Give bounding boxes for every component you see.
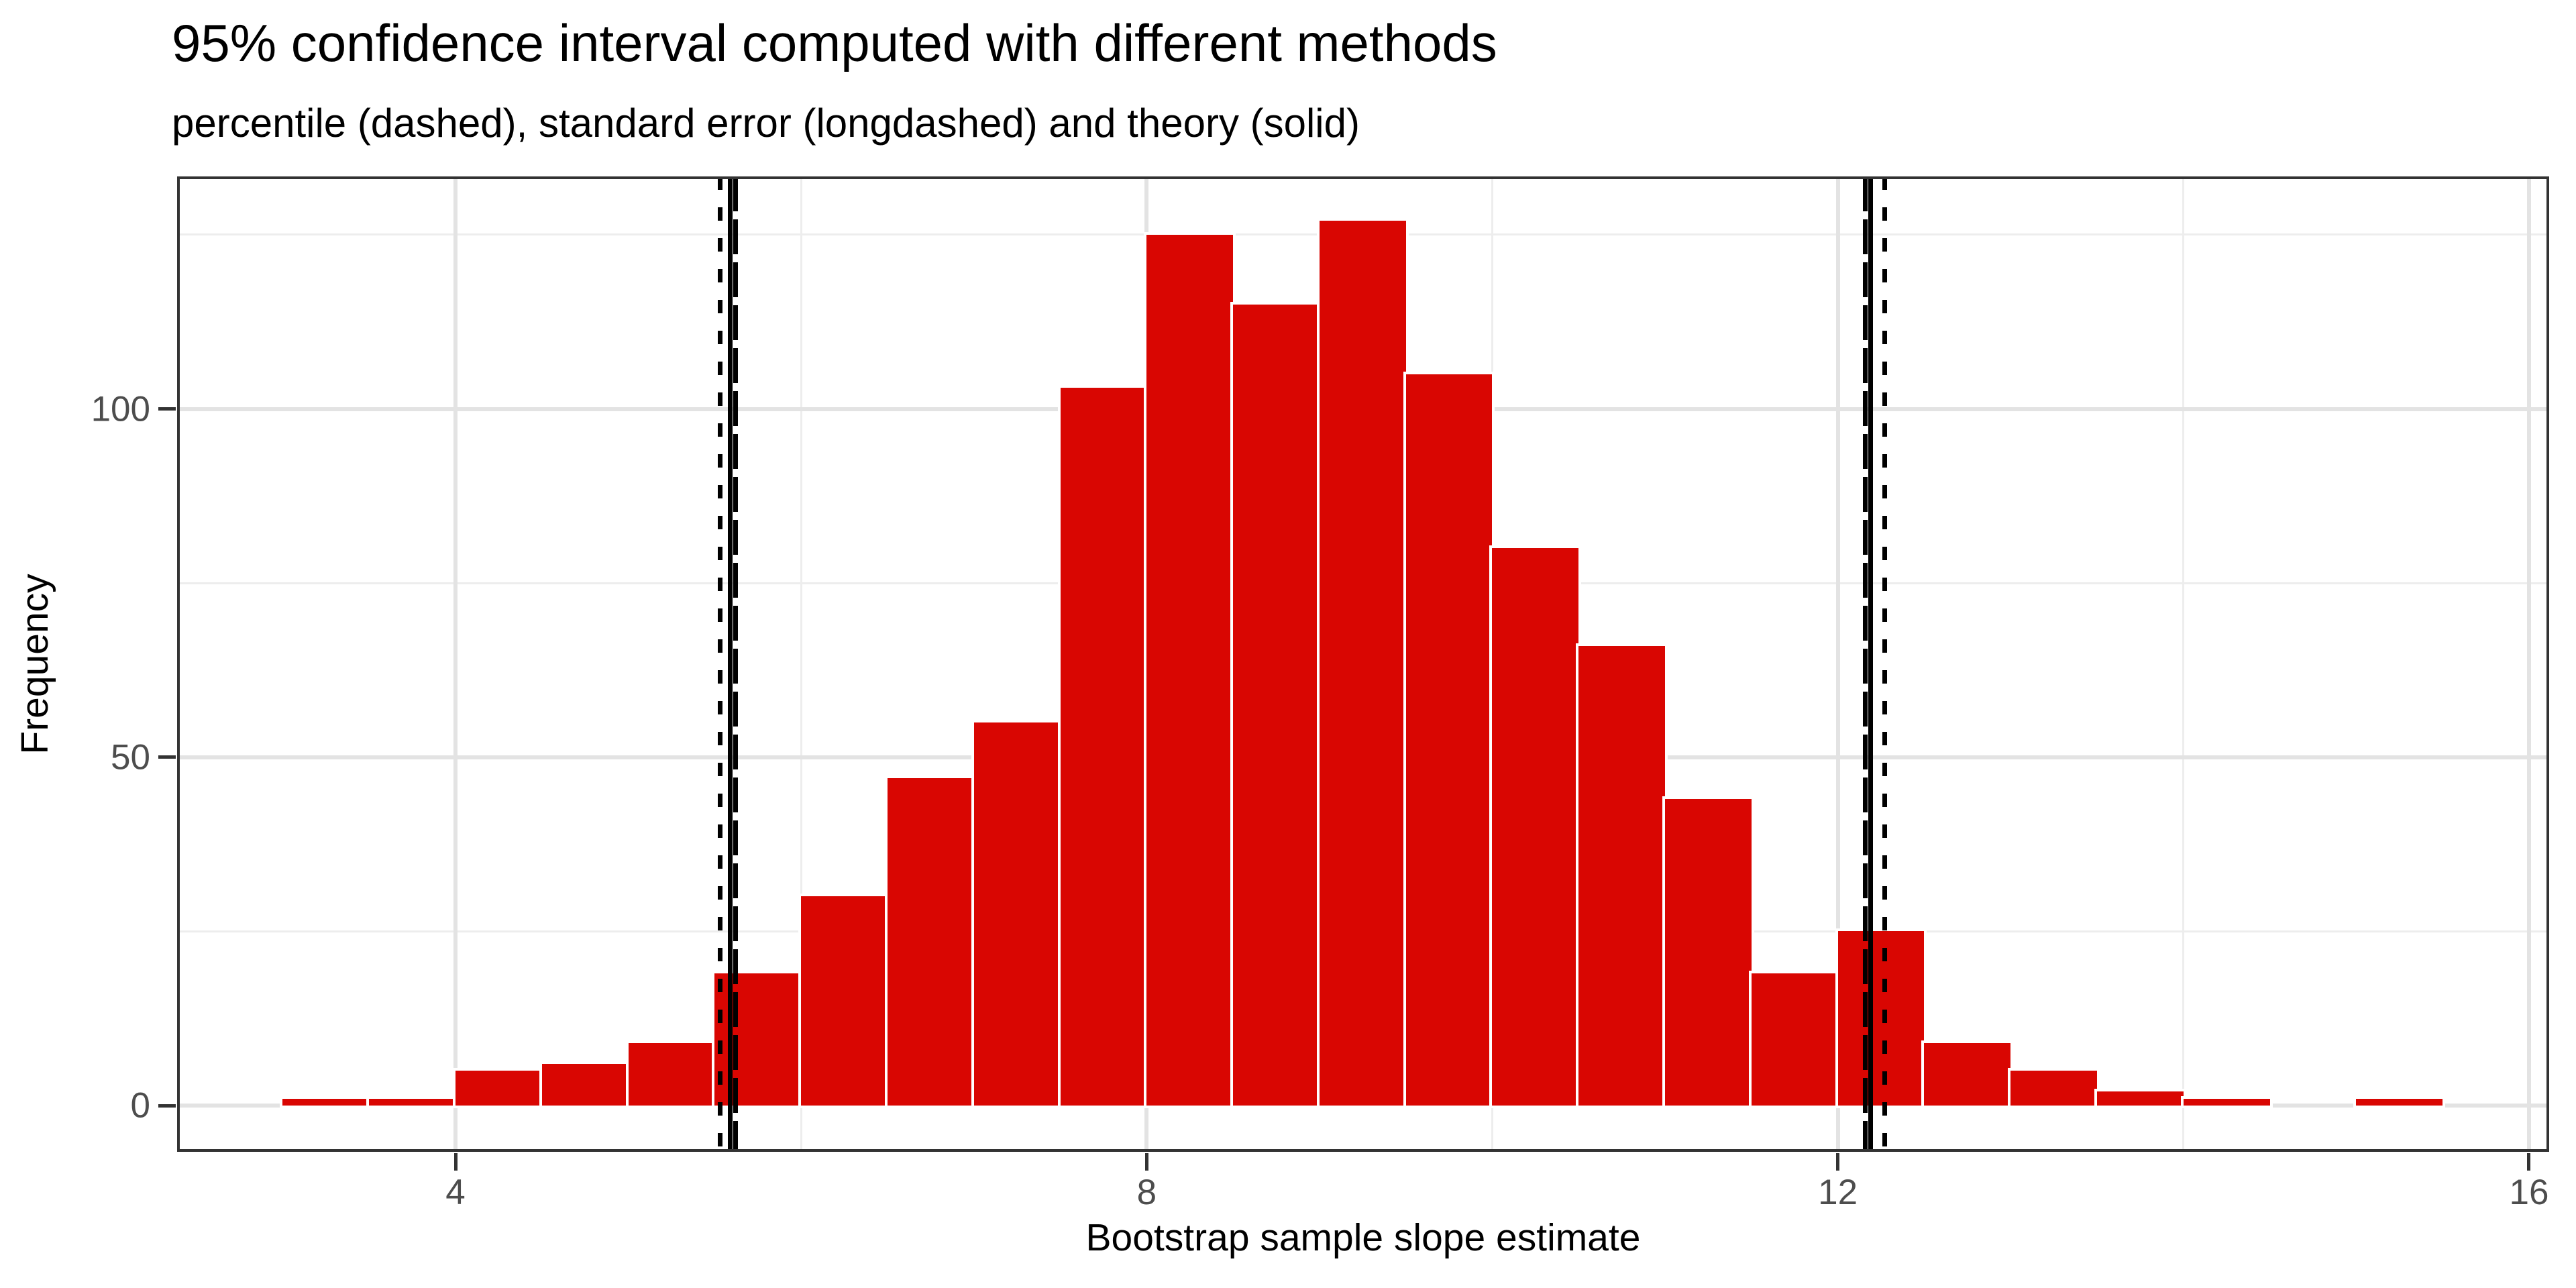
ci-line-theory-lower — [728, 176, 733, 1152]
x-axis-tick-label: 12 — [1818, 1173, 1858, 1212]
ci-line-percentile-lower — [717, 176, 722, 1152]
x-axis-tick — [1836, 1153, 1840, 1171]
x-axis-tick — [1144, 1153, 1148, 1171]
x-axis-tick-label: 16 — [2509, 1173, 2549, 1212]
x-axis-tick-label: 8 — [1136, 1173, 1157, 1212]
histogram-bar — [1835, 928, 1927, 1108]
y-axis-tick — [158, 407, 176, 411]
y-axis-tick — [158, 755, 176, 759]
x-minor-gridline — [2182, 176, 2185, 1152]
histogram-bar — [1576, 643, 1668, 1108]
histogram-bar — [2180, 1095, 2273, 1108]
histogram-bar — [625, 1040, 718, 1108]
y-axis-tick-label: 50 — [111, 737, 150, 777]
histogram-bar — [453, 1068, 545, 1108]
histogram-bar — [712, 970, 804, 1108]
x-minor-gridline — [800, 176, 802, 1152]
x-axis-tick — [2527, 1153, 2531, 1171]
x-major-gridline — [453, 176, 458, 1152]
histogram-bar — [884, 775, 977, 1108]
ci-line-theory-upper — [1868, 176, 1874, 1152]
ci-line-standard_error-upper — [1863, 176, 1868, 1152]
x-major-gridline — [1835, 176, 1840, 1152]
histogram-bar — [2353, 1095, 2446, 1108]
ci-line-standard_error-lower — [733, 176, 738, 1152]
x-major-gridline — [2526, 176, 2531, 1152]
x-axis-title: Bootstrap sample slope estimate — [1085, 1216, 1641, 1259]
histogram-bar — [1144, 231, 1236, 1108]
y-axis-title: Frequency — [13, 574, 56, 755]
x-axis-tick-label: 4 — [445, 1173, 466, 1212]
histogram-bar — [1230, 301, 1322, 1108]
y-axis-tick — [158, 1104, 176, 1108]
ci-line-percentile-upper — [1882, 176, 1887, 1152]
x-axis-tick — [453, 1153, 458, 1171]
plot-subtitle: percentile (dashed), standard error (lon… — [172, 101, 1360, 146]
histogram-bar — [1489, 545, 1582, 1108]
histogram-bar — [1057, 385, 1150, 1108]
histogram-bar — [1662, 796, 1754, 1108]
plot-title: 95% confidence interval computed with di… — [172, 13, 1497, 72]
histogram-bar — [2008, 1068, 2100, 1108]
histogram-bar — [1748, 970, 1841, 1108]
histogram-bar — [1403, 371, 1495, 1108]
y-axis-tick-label: 100 — [91, 389, 150, 429]
y-axis-tick-label: 0 — [130, 1085, 150, 1126]
